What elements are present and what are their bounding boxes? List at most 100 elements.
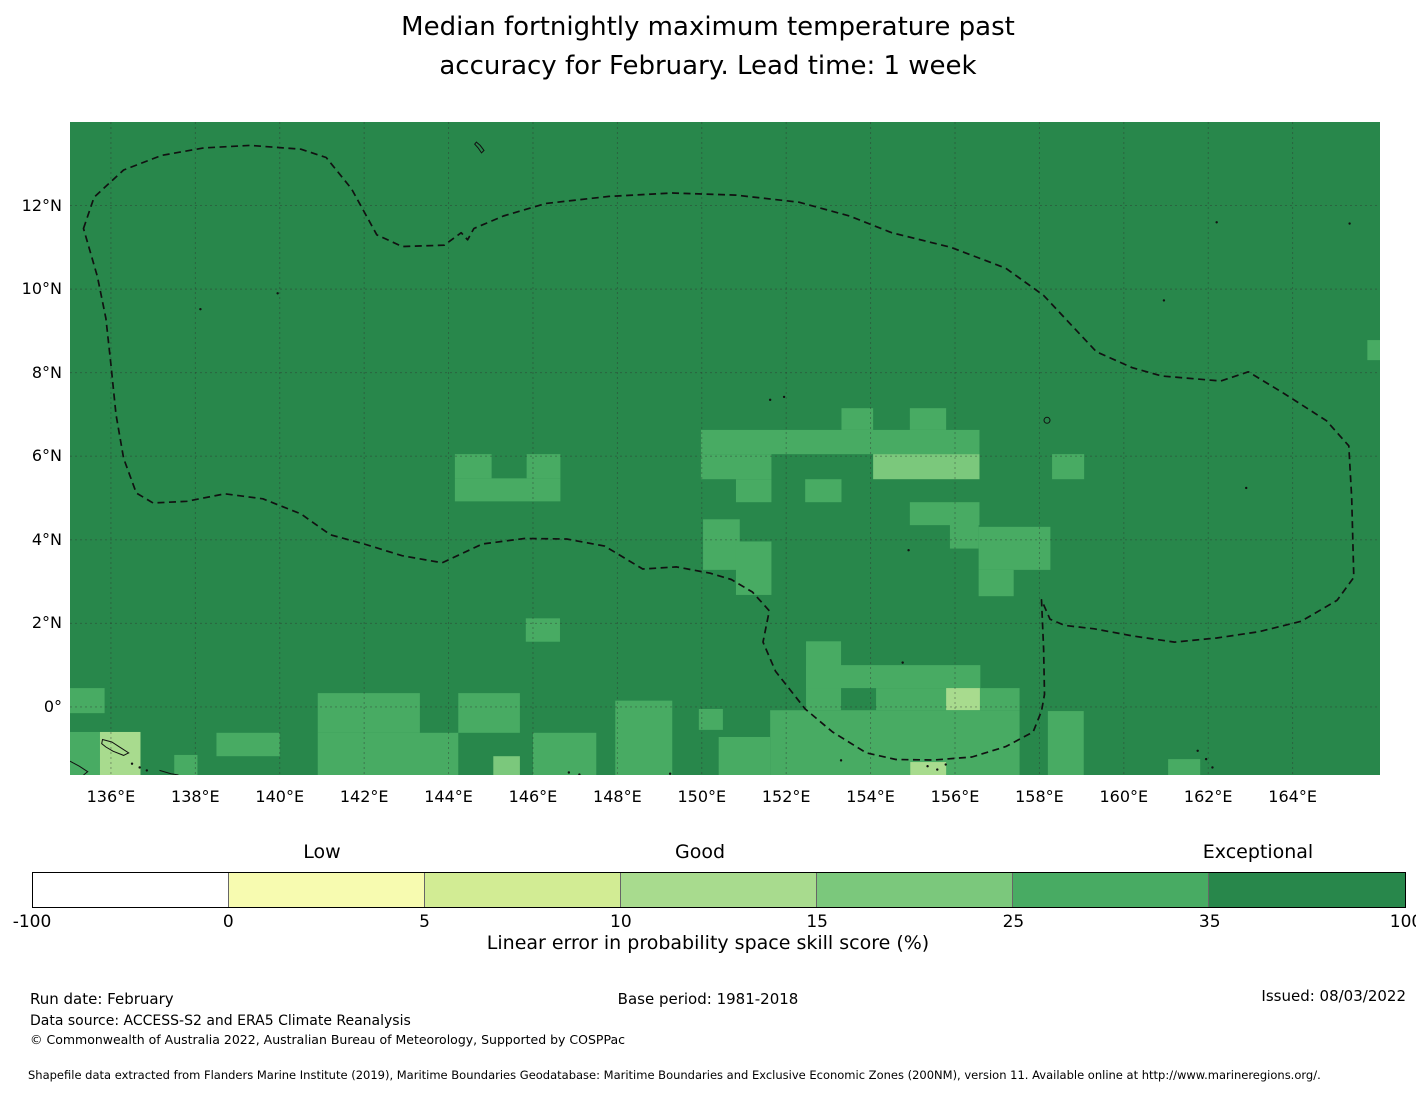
issued-date: Issued: 08/03/2022: [1261, 987, 1406, 1005]
title-line-2: accuracy for February. Lead time: 1 week: [439, 51, 977, 81]
map-cell: [317, 693, 420, 733]
island-ring: [1043, 416, 1051, 424]
map-cell: [615, 700, 673, 775]
colorbar-segment: [1013, 873, 1209, 907]
map-cell: [978, 526, 1051, 570]
y-tick-label: 6°N: [31, 446, 62, 466]
map-cell: [909, 408, 947, 430]
base-period: Base period: 1981-2018: [617, 990, 799, 1008]
colorbar-axis-label: Linear error in probability space skill …: [486, 932, 930, 954]
y-tick-label: 4°N: [31, 529, 62, 549]
colorbar-tick-label: 35: [1198, 912, 1221, 932]
island-dot: [839, 759, 843, 762]
x-tick-label: 164°E: [1268, 787, 1317, 806]
map-cell: [493, 756, 520, 775]
island-dot: [138, 766, 141, 769]
copyright: © Commonwealth of Australia 2022, Austra…: [30, 1032, 625, 1047]
colorbar-category-label: Exceptional: [1202, 841, 1314, 863]
map-cell: [1168, 759, 1201, 775]
map-cell: [532, 732, 597, 775]
map-cell: [525, 618, 560, 642]
x-tick-label: 138°E: [171, 787, 220, 806]
colorbar-tick-label: 100: [1389, 912, 1416, 932]
island-dot: [907, 549, 910, 552]
map-cell: [454, 478, 561, 502]
island-dot: [901, 661, 904, 664]
x-tick-label: 148°E: [593, 787, 642, 806]
y-tick-label: 10°N: [21, 279, 62, 299]
map-canvas: [69, 122, 1380, 776]
x-tick-label: 154°E: [846, 787, 895, 806]
colorbar-tick-label: 10: [610, 912, 632, 932]
colorbar-segment: [229, 873, 425, 907]
map-cell: [174, 754, 198, 775]
map-cell: [700, 429, 980, 455]
island-dot: [1204, 757, 1208, 761]
page-title: Median fortnightly maximum temperature p…: [0, 8, 1416, 86]
map-cell: [70, 688, 105, 714]
x-tick-label: 146°E: [508, 787, 558, 806]
map-cell: [1367, 340, 1380, 361]
island-outline: [159, 769, 179, 776]
colorbar-tick-label: 15: [806, 912, 828, 932]
island-dot: [199, 307, 202, 311]
island-outline: [474, 141, 485, 154]
island-dot: [130, 762, 134, 765]
map-cell: [454, 454, 492, 479]
map-cell: [718, 736, 771, 775]
map-cell: [526, 454, 561, 479]
map-cell: [806, 665, 981, 689]
colorbar-segment: [1209, 873, 1405, 907]
shapefile-note: Shapefile data extracted from Flanders M…: [28, 1068, 1321, 1082]
map-cell: [841, 408, 874, 430]
island-dot: [768, 398, 772, 402]
map-cell: [735, 479, 772, 503]
map-cell: [1047, 711, 1084, 775]
island-dot: [668, 772, 672, 775]
colorbar-segment: [817, 873, 1013, 907]
map-cell: [910, 762, 947, 775]
map-cell: [1052, 454, 1085, 480]
map-cell: [735, 541, 772, 595]
colorbar-tick-label: -100: [12, 912, 52, 932]
map-cell: [946, 688, 980, 711]
colorbar-category-label: Low: [303, 841, 341, 863]
map-cell: [99, 731, 141, 775]
x-tick-label: 158°E: [1015, 787, 1064, 806]
island-dot: [782, 395, 786, 399]
map-cell: [216, 732, 280, 757]
colorbar-segment: [425, 873, 621, 907]
colorbar-tick-label: 5: [419, 912, 430, 932]
map-cell: [70, 731, 100, 775]
y-tick-label: 2°N: [31, 613, 62, 633]
title-line-1: Median fortnightly maximum temperature p…: [401, 12, 1015, 42]
x-tick-label: 152°E: [761, 787, 811, 806]
island-outline: [101, 738, 130, 756]
island-dot: [926, 765, 929, 768]
x-tick-label: 162°E: [1183, 787, 1233, 806]
y-tick-label: 0°: [43, 696, 62, 716]
y-tick-label: 12°N: [21, 195, 62, 215]
eez-boundary: [82, 144, 1355, 761]
island-dot: [1215, 221, 1218, 224]
map-cell: [700, 454, 772, 480]
island-dot: [944, 763, 947, 766]
colorbar-tick-label: 25: [1002, 912, 1025, 932]
island-dot: [276, 292, 279, 295]
y-tick-label: 8°N: [31, 362, 62, 382]
map-cell: [978, 569, 1014, 597]
island-dot: [145, 769, 149, 772]
map-cell: [703, 519, 740, 570]
x-tick-label: 150°E: [677, 787, 727, 806]
island-dot: [1245, 486, 1248, 490]
map-cell: [805, 479, 842, 503]
island-dot: [1162, 299, 1166, 302]
island-dot: [567, 771, 571, 774]
colorbar-tick-label: 0: [222, 912, 234, 932]
map-cell: [317, 732, 459, 775]
x-tick-label: 144°E: [424, 787, 473, 806]
colorbar-segment: [33, 873, 229, 907]
x-tick-label: 160°E: [1099, 787, 1149, 806]
x-tick-label: 140°E: [255, 787, 305, 806]
